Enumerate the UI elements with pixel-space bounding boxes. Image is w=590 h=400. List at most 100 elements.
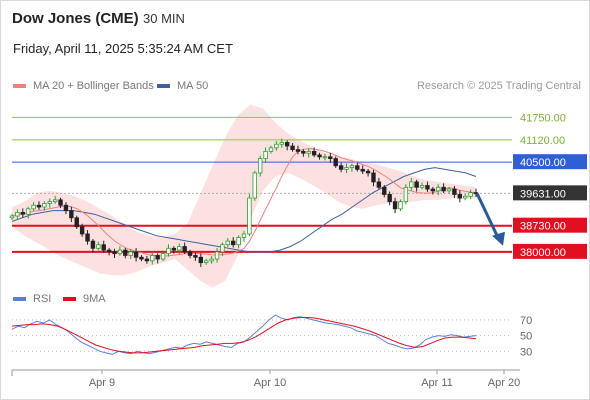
candle-body <box>9 215 15 219</box>
candle-body <box>160 253 166 260</box>
candle-body <box>365 170 371 174</box>
candle-body <box>387 194 392 203</box>
candle-body <box>371 172 376 183</box>
candle-body <box>452 188 457 195</box>
candle-body <box>446 188 452 192</box>
ma20-legend-label: MA 20 + Bollinger Bands <box>33 80 154 92</box>
candle-body <box>284 142 290 147</box>
candle-body <box>263 151 268 159</box>
candle-body <box>204 260 209 264</box>
candle-body <box>231 240 236 246</box>
candle-body <box>128 251 133 256</box>
candle-body <box>171 247 177 251</box>
level-label-38730.00: 38730.00 <box>520 221 566 233</box>
candle-body <box>414 181 419 188</box>
candle-body <box>241 233 247 238</box>
level-tag-40500.00 <box>513 154 587 170</box>
candle-body <box>79 226 85 235</box>
candle-body <box>198 256 204 264</box>
candle-body <box>398 201 403 210</box>
datetime-label: Friday, April 11, 2025 5:35:24 AM CET <box>13 41 233 56</box>
candle-body <box>52 199 58 203</box>
x-tick-label-Apr 10: Apr 10 <box>254 377 286 389</box>
legend-rsi-ma: 9MA <box>63 293 106 305</box>
candle-body <box>274 143 279 149</box>
candle-body <box>376 181 382 188</box>
legend-ma50: MA 50 <box>157 80 208 92</box>
candle-body <box>425 185 430 190</box>
level-tag-38730.00 <box>513 217 587 233</box>
rsi-ma-line <box>11 317 477 354</box>
rsi-tick-30: 30 <box>520 346 532 358</box>
candle-body <box>419 185 425 188</box>
ma20-swatch <box>13 84 26 88</box>
candle-body <box>31 204 36 210</box>
candle-body <box>403 186 409 203</box>
candle-body <box>58 199 63 206</box>
candle-body <box>117 249 123 255</box>
forecast-arrow-shaft <box>475 192 500 239</box>
candle-body <box>247 197 252 235</box>
ma50-line <box>11 167 477 253</box>
candle-body <box>155 255 160 260</box>
legend-rsi: RSI <box>13 293 51 305</box>
candle-body <box>279 142 284 145</box>
level-tag-38000.00 <box>513 243 587 259</box>
candle-body <box>133 251 139 258</box>
candle-body <box>25 208 31 215</box>
x-tick-label-Apr 11: Apr 11 <box>421 377 453 389</box>
candle-body <box>311 151 317 156</box>
level-label-41120.00: 41120.00 <box>520 135 565 147</box>
legend-ma20: MA 20 + Bollinger Bands <box>13 80 154 92</box>
level-label-40500.00: 40500.00 <box>520 157 566 169</box>
candle-body <box>36 204 42 208</box>
rsi-legend-label: RSI <box>33 293 52 305</box>
candle-body <box>15 212 20 217</box>
rsi-tick-70: 70 <box>520 315 532 327</box>
timeframe-label: 30 MIN <box>143 11 185 26</box>
ma50-swatch <box>157 84 170 88</box>
candle-body <box>290 145 295 151</box>
ma50-legend-label: MA 50 <box>177 80 209 92</box>
rsi-ma-legend-label: 9MA <box>83 293 106 305</box>
candle-body <box>322 156 328 159</box>
candle-body <box>268 147 274 152</box>
candle-body <box>177 246 182 251</box>
candle-body <box>96 244 101 249</box>
rsi-line <box>11 314 477 355</box>
candle-body <box>344 167 349 170</box>
candle-body <box>209 258 214 262</box>
candle-body <box>317 154 322 158</box>
candle-body <box>441 186 446 192</box>
candle-body <box>112 251 117 255</box>
candle-body <box>101 244 106 251</box>
level-label-38000.00: 38000.00 <box>520 247 566 259</box>
candle-body <box>193 255 198 258</box>
candle-body <box>214 251 220 260</box>
rsi-swatch <box>13 297 26 301</box>
rsi-tick-50: 50 <box>520 331 532 343</box>
candle-body <box>20 212 25 215</box>
candle-body <box>409 181 414 188</box>
x-tick-label-Apr 9: Apr 9 <box>89 377 115 389</box>
candle-body <box>463 195 468 199</box>
level-label-39631.00: 39631.00 <box>520 188 566 200</box>
candle-body <box>166 247 171 255</box>
candle-body <box>457 194 463 199</box>
candle-body <box>90 240 96 249</box>
candle-body <box>85 233 90 242</box>
candle-body <box>47 201 52 204</box>
candle-body <box>306 151 311 154</box>
x-tick-label-Apr 20: Apr 20 <box>488 377 520 389</box>
candle-body <box>257 158 263 174</box>
bollinger-band <box>12 104 476 288</box>
candle-body <box>436 186 441 192</box>
candle-body <box>328 156 333 159</box>
level-label-41750.00: 41750.00 <box>520 112 566 124</box>
candle-body <box>123 249 128 256</box>
forecast-arrow-head <box>492 231 505 246</box>
candle-body <box>150 255 155 262</box>
candle-body <box>42 203 47 208</box>
candle-body <box>468 192 473 197</box>
